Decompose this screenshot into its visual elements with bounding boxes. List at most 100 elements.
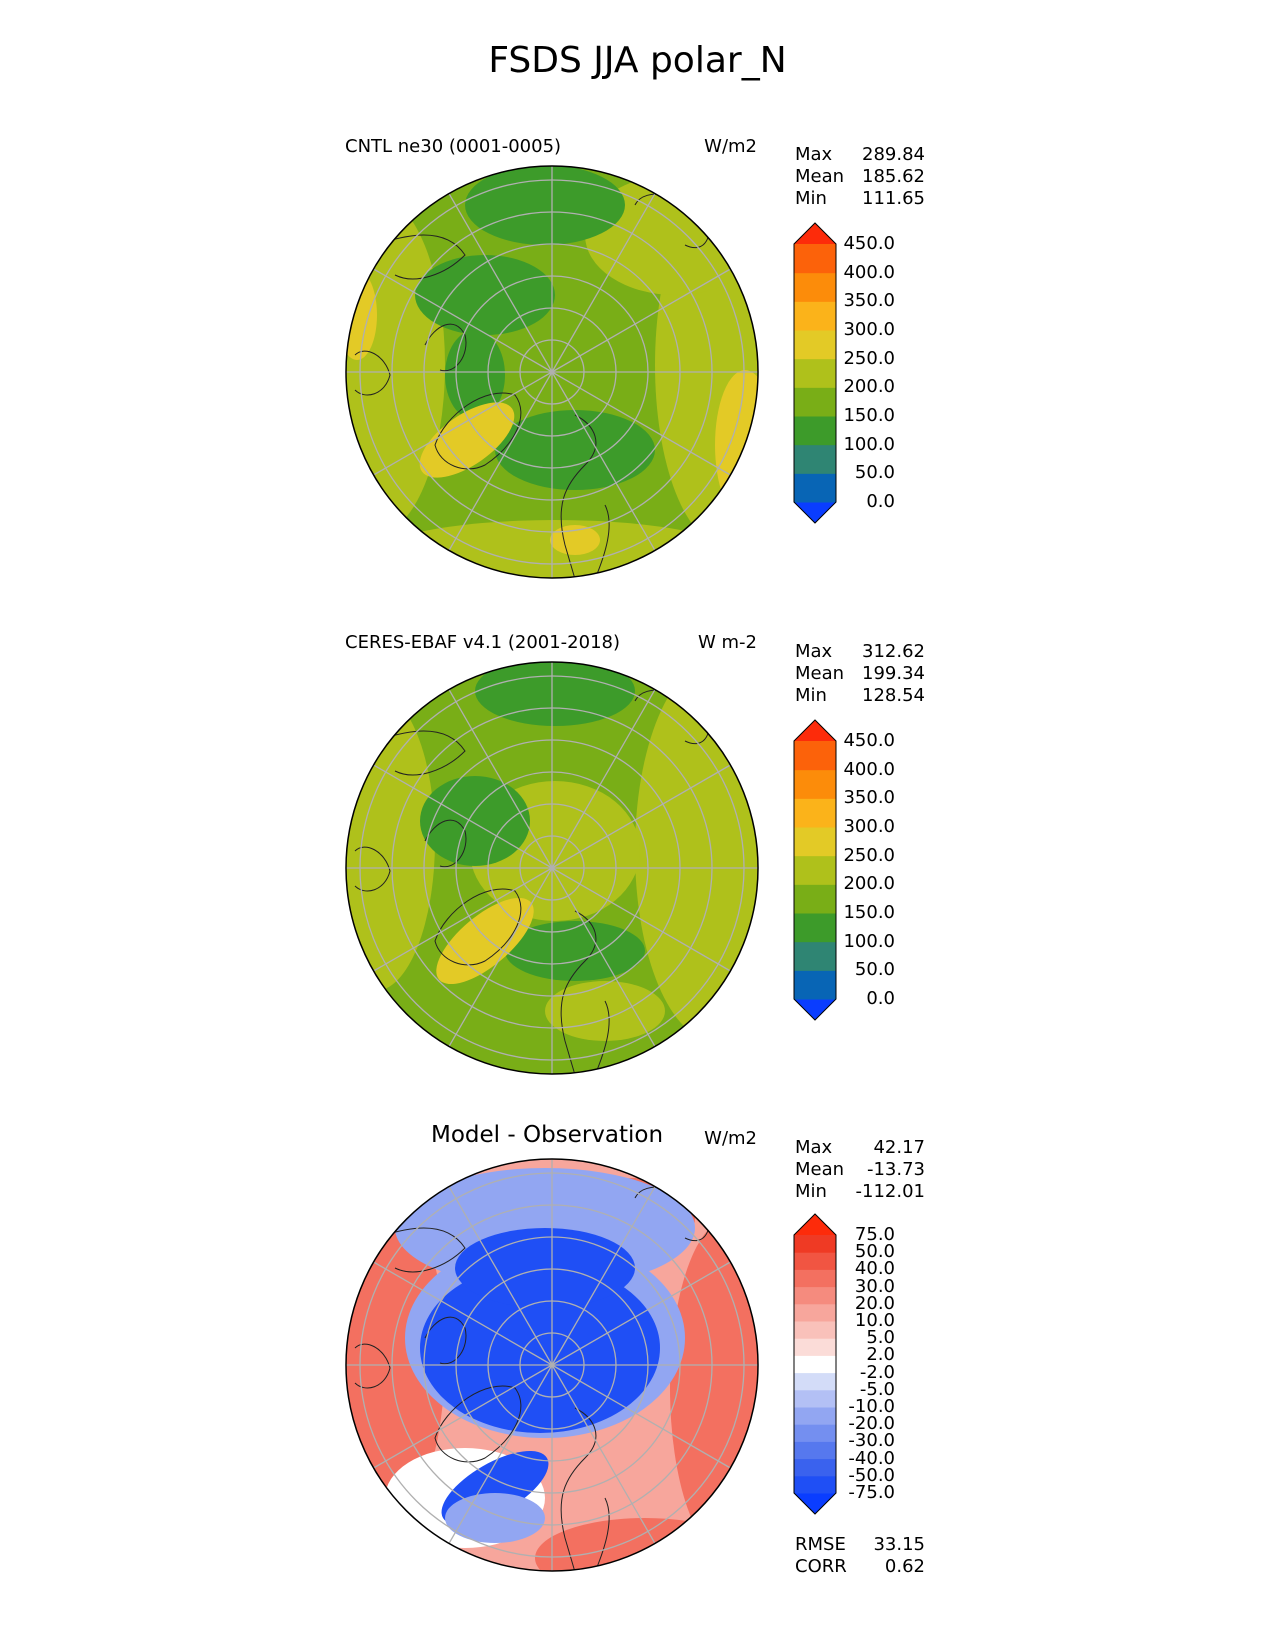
meridian-line [373,371,553,476]
colorbar-segment [794,1303,836,1322]
colorbar-tick-label: -75.0 [848,1482,895,1503]
coastline-segment [424,819,467,868]
panel-title: CERES-EBAF v4.1 (2001-2018) [345,632,621,653]
colorbar [793,719,837,1021]
colorbar-segment [794,827,836,857]
meridian-line [551,1261,731,1366]
panel-units: W/m2 [704,136,757,157]
meridian-line [551,867,731,972]
meridian-line [551,371,731,476]
max-label: Max [795,1137,833,1158]
panel-diff: Model - Observation W/m2 Max 42.17 Mean -1… [0,0,1275,1577]
coastline-segment [374,1227,466,1273]
colorbar-segment [794,272,836,302]
field-region [445,1493,545,1543]
colorbar-tick-label: 200.0 [843,376,895,398]
field-region [415,255,555,335]
colorbar-tick-label: 30.0 [854,1275,895,1297]
colorbar-tick-label: 250.0 [843,844,895,866]
colorbar-tick-label: 100.0 [843,433,895,455]
colorbar-tick-label: 450.0 [843,730,895,751]
max-value: 312.62 [862,641,925,662]
meridian-line [551,867,656,1047]
colorbar-segment [794,941,836,971]
field-region [420,776,530,866]
stats-box: Max 42.17 Mean -13.73 Min -112.01 [795,1137,925,1203]
colorbar-tick-label: -40.0 [848,1447,895,1469]
coastline-segment [560,414,597,578]
max-label: Max [795,641,833,662]
colorbar-segment [794,769,836,799]
field-region [346,691,435,991]
map-boundary [345,1158,759,1572]
colorbar-tick-label: 250.0 [843,347,895,369]
map-field [346,662,758,1074]
colorbar-segment [794,1458,836,1477]
colorbar-segment [794,444,836,474]
mean-label: Mean [795,663,845,684]
mean-label: Mean [795,1159,845,1180]
field-region [495,410,655,490]
meridian-line [551,764,731,869]
coastline-segment [560,910,597,1074]
colorbar-tick-label: 100.0 [843,930,895,952]
meridian-line [551,1364,731,1469]
colorbar-tick-label: 40.0 [854,1258,895,1280]
field-region [346,1178,445,1538]
colorbar-segment [794,1252,836,1270]
meridian-line [373,764,553,869]
colorbar-tick-label: 400.0 [843,261,895,283]
colorbar-outline [793,222,837,524]
colorbar-segment [794,358,836,388]
coastline-segment [424,1316,467,1365]
field-region [420,1263,660,1433]
panel-obs: CERES-EBAF v4.1 (2001-2018) W m-2 Max 312… [0,0,1275,1075]
field-region [436,897,534,985]
colorbar [793,222,837,524]
colorbar-tick-label: 50.0 [854,1241,895,1263]
mean-value: -13.73 [866,1159,925,1180]
meridian-line [448,1186,553,1366]
colorbar-tick-label: -5.0 [859,1378,895,1400]
colorbar-segment [794,416,836,446]
mean-value: 199.34 [862,663,925,684]
graticule [346,1159,758,1571]
meridian-line [448,689,553,869]
meridian-line [551,268,731,373]
field-region [505,921,645,981]
colorbar-tick-label: 20.0 [854,1292,895,1314]
graticule [346,166,758,578]
map-field [346,1159,758,1571]
colorbar-extend-min [794,1493,836,1514]
meridian-line [448,371,553,551]
min-value: 128.54 [862,685,925,706]
colorbar-segment [794,913,836,943]
metrics-box: RMSE 33.15 CORR 0.62 [795,1534,925,1578]
colorbar-extend-max [794,223,836,244]
colorbar [793,1213,837,1515]
polar-map [345,661,759,1075]
colorbar-tick-label: 200.0 [843,873,895,895]
colorbar-segment [794,387,836,417]
colorbar-segment [794,330,836,360]
corr-value: 0.62 [884,1556,925,1577]
colorbar-tick-label: 0.0 [866,988,895,1009]
meridian-line [448,193,553,373]
colorbar-segment [794,1372,836,1391]
colorbar-segment [794,798,836,828]
field-region [346,195,445,535]
map-field [346,166,758,578]
colorbar-tick-label: -10.0 [848,1396,895,1417]
colorbar-outline [793,1213,837,1515]
colorbar-tick-label: 350.0 [843,290,895,312]
min-value: 111.65 [862,188,925,209]
figure-title: FSDS JJA polar_N [488,40,787,81]
max-value: 289.84 [862,144,925,165]
colorbar-outline [793,719,837,1021]
colorbar-segment [794,1355,836,1374]
colorbar-segment [794,1235,836,1253]
mean-label: Mean [795,166,845,187]
coastline-segment [374,730,466,776]
min-label: Min [795,1181,827,1202]
field-region [475,662,635,726]
